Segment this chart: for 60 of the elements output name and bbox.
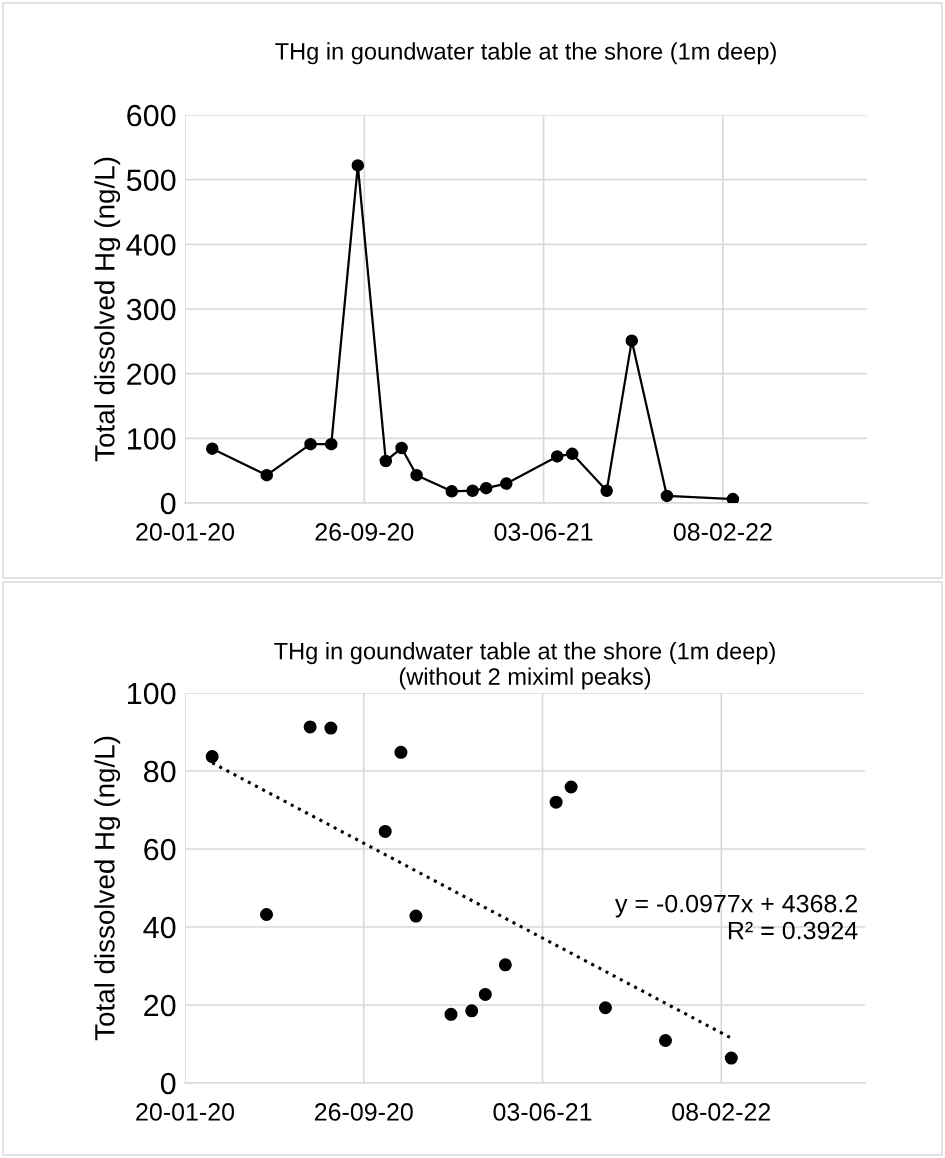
point xyxy=(478,987,492,1001)
point xyxy=(379,454,393,468)
point xyxy=(205,750,219,764)
y-axis-title: Total dissolved Hg (ng/L) xyxy=(94,736,121,1041)
point xyxy=(498,958,512,972)
point xyxy=(726,492,740,503)
x-tick-label: 08-02-22 xyxy=(673,523,772,541)
point xyxy=(303,720,317,734)
y-tick-label: 20 xyxy=(144,994,176,1017)
x-tick-label: 26-09-20 xyxy=(314,1103,413,1121)
y-tick-label: 200 xyxy=(127,363,176,386)
point xyxy=(658,1033,673,1047)
point xyxy=(409,909,423,923)
annotation: y = -0.0977x + 4368.2 R² = 0.3924 xyxy=(615,894,858,940)
point xyxy=(410,468,423,482)
point xyxy=(466,484,479,497)
point xyxy=(724,1051,738,1065)
point xyxy=(598,1001,612,1015)
y-tick-label: 60 xyxy=(144,838,176,861)
point xyxy=(378,824,392,838)
x-tick-label: 03-06-21 xyxy=(494,523,593,541)
point xyxy=(564,780,578,794)
point xyxy=(600,484,613,497)
point xyxy=(324,721,338,735)
point xyxy=(394,745,408,759)
point xyxy=(351,159,365,172)
point xyxy=(206,442,219,455)
y-tick-label: 80 xyxy=(144,760,176,783)
y-tick-label: 100 xyxy=(128,428,176,450)
x-tick-label: 20-01-20 xyxy=(136,1103,235,1121)
point xyxy=(325,437,338,451)
point xyxy=(500,477,513,490)
point xyxy=(479,481,493,495)
point xyxy=(304,437,317,451)
y-tick-label: 100 xyxy=(128,682,176,705)
point xyxy=(549,795,563,809)
x-tick-label: 20-01-20 xyxy=(136,523,235,541)
y-tick-label: 400 xyxy=(126,234,176,256)
y-tick-label: 0 xyxy=(160,492,176,515)
point xyxy=(444,1007,458,1021)
point xyxy=(550,450,564,463)
point xyxy=(260,908,274,922)
y-axis-title: Total dissolved Hg (ng/L) xyxy=(94,157,121,462)
point xyxy=(260,468,274,482)
point xyxy=(625,334,639,347)
point xyxy=(660,489,674,503)
chart-title: THg in goundwater table at the shore (1m deep) (without 2 miximl peaks) xyxy=(274,642,775,690)
point xyxy=(445,485,459,498)
x-tick-label: 08-02-22 xyxy=(672,1103,771,1121)
point xyxy=(395,441,408,455)
y-tick-label: 500 xyxy=(126,169,176,192)
x-tick-label: 03-06-21 xyxy=(493,1103,592,1121)
y-tick-label: 300 xyxy=(126,298,176,321)
y-tick-label: 0 xyxy=(160,1072,176,1095)
point xyxy=(465,1004,479,1018)
y-tick-label: 40 xyxy=(143,916,176,939)
y-tick-label: 600 xyxy=(127,104,176,127)
chart-title: THg in goundwater table at the shore (1m deep) xyxy=(275,42,776,65)
point xyxy=(566,447,579,461)
x-tick-label: 26-09-20 xyxy=(315,523,414,541)
